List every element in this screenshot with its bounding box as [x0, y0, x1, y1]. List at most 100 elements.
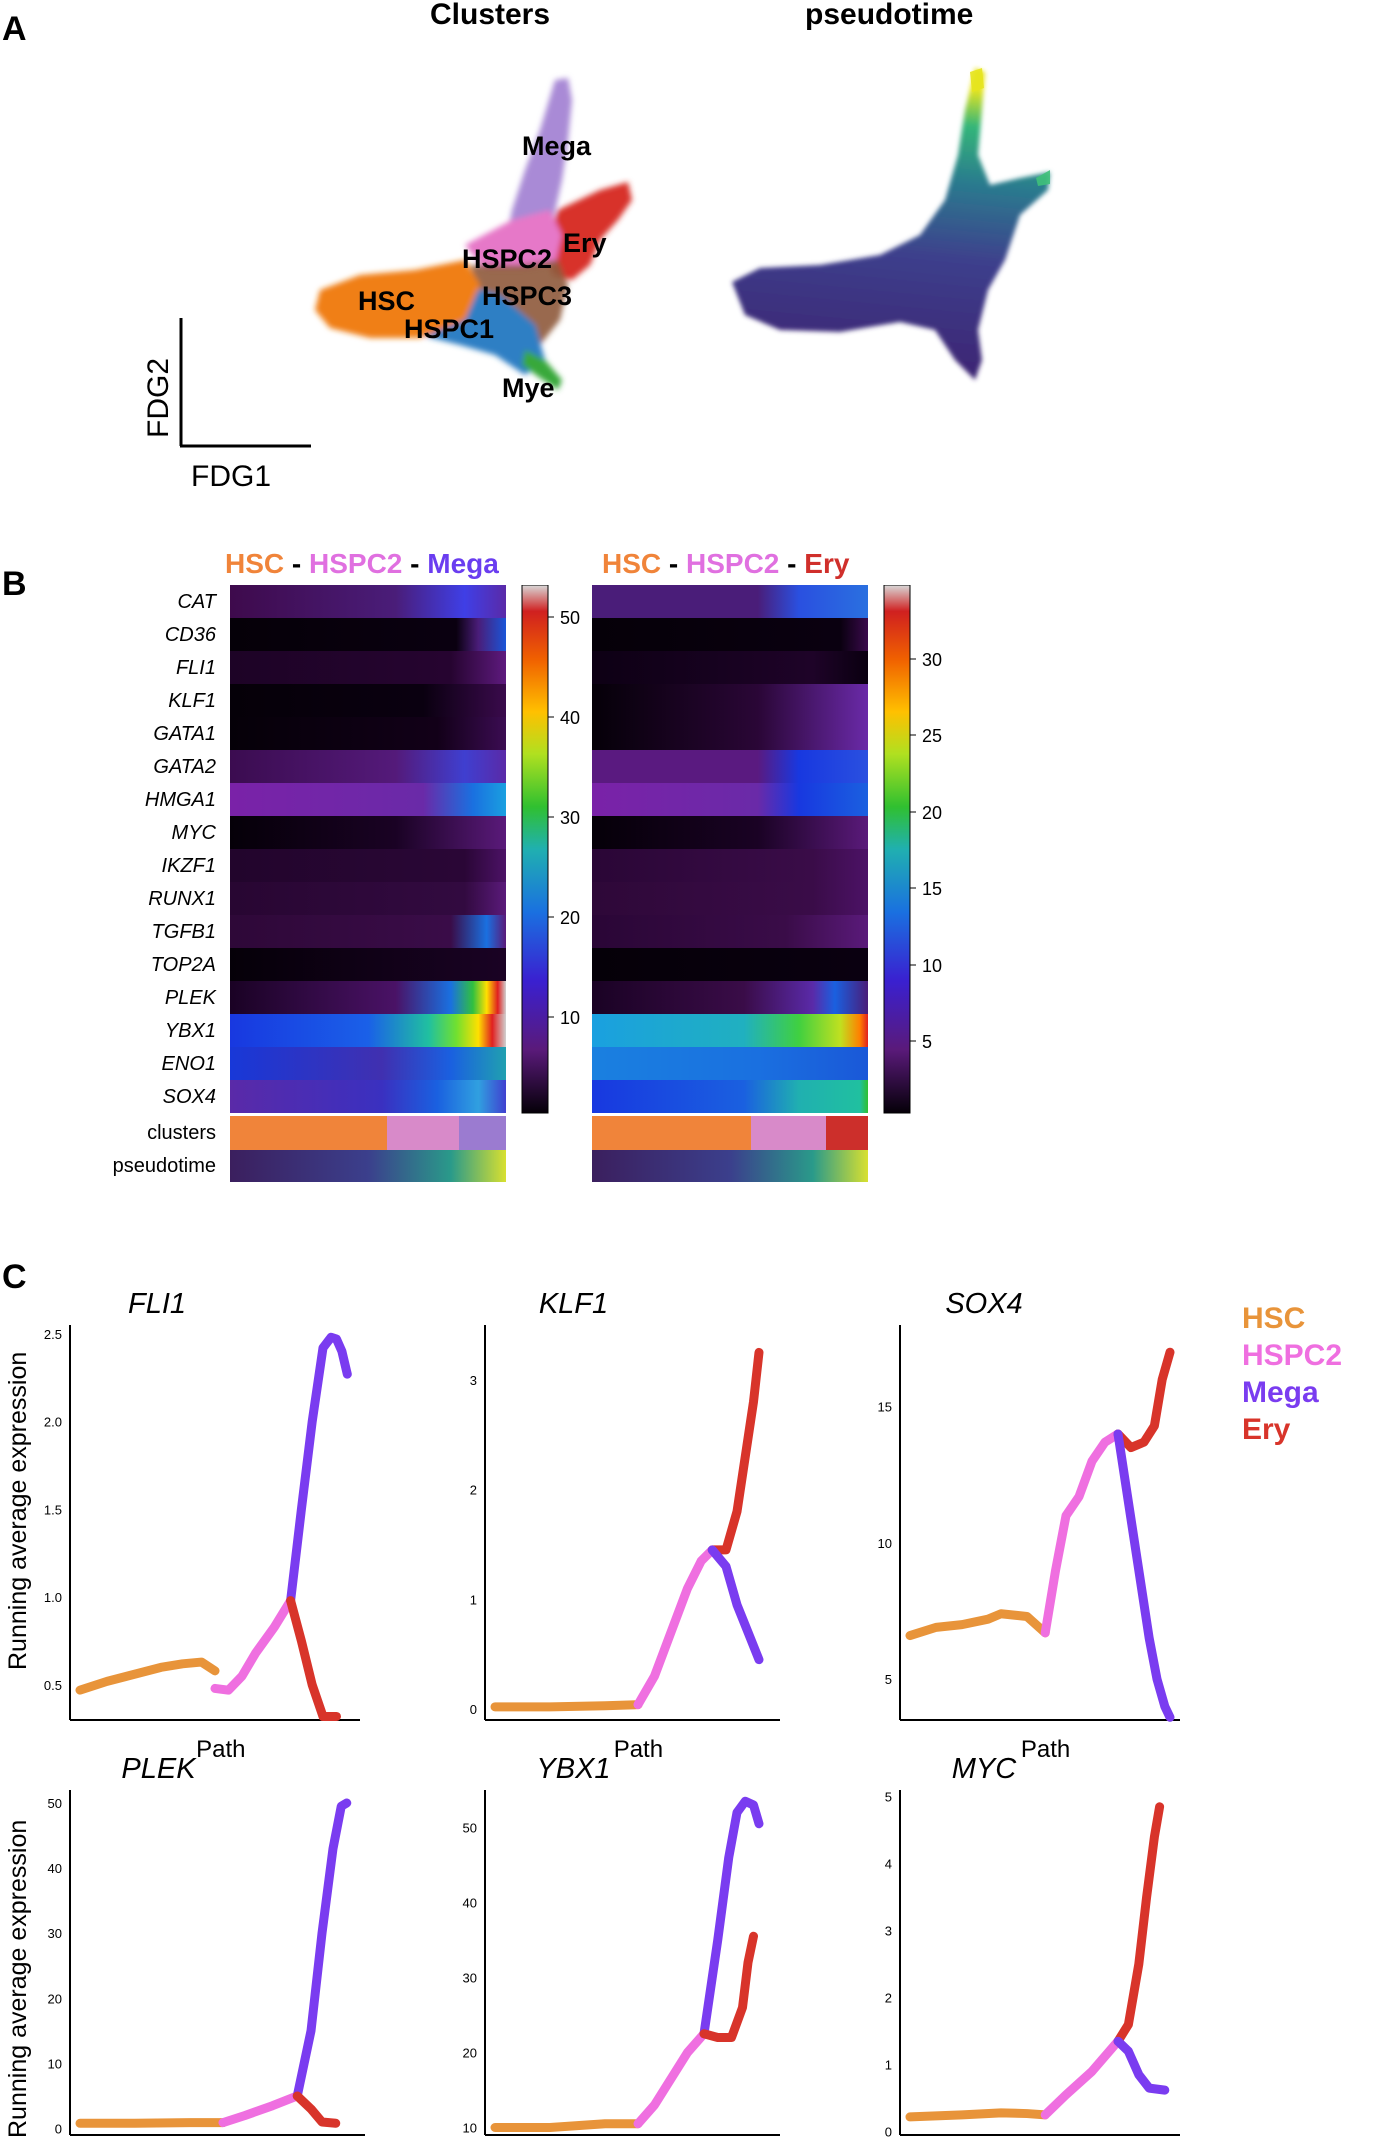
title-sep: -: [402, 548, 428, 579]
heatmap-row-cd36: [592, 618, 868, 651]
clusters-bar-hsc: [592, 1116, 751, 1150]
colorbar-tick: 25: [922, 726, 942, 746]
y-tick-label: 0.5: [44, 1678, 62, 1693]
title-sep: -: [661, 548, 687, 579]
panel-label-a: A: [2, 10, 27, 48]
series-line-hspc2: [210, 1596, 296, 1695]
heatmap-row-top2a: [592, 948, 868, 981]
cluster-label-hspc3: HSPC3: [482, 281, 572, 311]
fdg2-label: FDG2: [142, 358, 175, 438]
heatmap-left-title: HSC - HSPC2 - Mega: [225, 548, 499, 580]
clusters-bar-ery: [826, 1116, 868, 1150]
colorbar-tick: 40: [560, 708, 580, 728]
cluster-label-mye: Mye: [502, 373, 555, 403]
y-tick-label: 30: [463, 1971, 477, 1986]
series-line-mega: [292, 1798, 352, 2101]
gene-label-ikzf1: IKZF1: [161, 855, 216, 877]
y-tick-label: 20: [48, 1991, 62, 2006]
gene-label-myc: MYC: [171, 822, 216, 844]
series-line-mega: [1113, 2036, 1170, 2095]
chart-title: SOX4: [945, 1288, 1022, 1320]
heatmap-left: [230, 585, 506, 1182]
y-tick-label: 15: [878, 1400, 892, 1415]
colorbar-tick: 50: [560, 608, 580, 628]
colorbar-tick: 20: [560, 908, 580, 928]
colorbar-tick: 30: [560, 808, 580, 828]
pseudotime-tip-yellow: [970, 68, 984, 92]
gene-label-cat: CAT: [177, 591, 216, 613]
heatmap-row-cd36: [230, 618, 506, 651]
fdg1-label: FDG1: [191, 460, 271, 493]
heatmap-row-ybx1: [592, 1014, 868, 1047]
series-line-ery: [707, 1347, 764, 1555]
y-tick-label: 20: [463, 2046, 477, 2061]
colorbar-left-gradient: [521, 585, 549, 1114]
heatmap-row-ybx1: [230, 1014, 506, 1047]
line-chart-klf1: KLF1 0 1 2 3 Path: [470, 1288, 780, 1763]
colorbar-tick: 10: [560, 1008, 580, 1028]
series-line-hsc: [75, 1657, 220, 1695]
y-tick-label: 5: [885, 1790, 892, 1805]
pseudotime-cloud: [732, 68, 1050, 380]
title-sep: -: [284, 548, 310, 579]
series-line-ery: [292, 2091, 341, 2128]
series-line-hspc2: [633, 2029, 709, 2129]
y-tick-label: 4: [885, 1857, 892, 1872]
heatmap-row-sox4: [230, 1080, 506, 1113]
heatmap-row-eno1: [230, 1047, 506, 1080]
mega-cluster: [505, 78, 572, 250]
chart-title: YBX1: [536, 1753, 610, 1785]
colorbar-tick: 10: [922, 956, 942, 976]
colorbar-right-ticks: 30 25 20 15 10 5: [910, 650, 942, 1052]
heatmap-row-plek: [592, 981, 868, 1014]
heatmap-row-gata1: [592, 717, 868, 750]
heatmap-row-eno1: [592, 1047, 868, 1080]
heatmap-row-runx1: [592, 882, 868, 915]
title-hsc: HSC: [602, 548, 662, 579]
series-line-hsc: [75, 2118, 228, 2128]
y-tick-label: 0: [470, 1702, 477, 1717]
legend-hsc: HSC: [1242, 1302, 1306, 1335]
ery-cluster: [548, 182, 632, 280]
pseudotime-embedding: [732, 68, 1050, 380]
y-axis-label: Running average expression: [4, 1352, 32, 1670]
heatmap-row-fli1: [230, 651, 506, 684]
series-line-mega: [707, 1545, 764, 1665]
clusters-bar-hspc2: [387, 1116, 459, 1150]
hsc-cluster: [315, 260, 480, 338]
mye-cluster: [522, 350, 562, 390]
x-axis-label: Path: [196, 1736, 245, 1763]
heatmap-row-plek: [230, 981, 506, 1014]
row-label-clusters: clusters: [147, 1122, 216, 1144]
heatmap-row-myc: [230, 816, 506, 849]
series-line-ery: [286, 1596, 341, 1721]
line-chart-ybx1: YBX1 10 20 30 40 50: [463, 1753, 780, 2136]
series-line-ery: [1113, 1802, 1165, 2046]
y-tick-label: 40: [48, 1861, 62, 1876]
y-tick-label: 5: [885, 1672, 892, 1687]
y-tick-label: 3: [885, 1924, 892, 1939]
y-tick-label: 50: [48, 1796, 62, 1811]
heatmap-row-ikzf1: [592, 849, 868, 882]
chart-title: MYC: [952, 1753, 1018, 1785]
y-tick-label: 50: [463, 1821, 477, 1836]
cluster-label-mega: Mega: [522, 131, 592, 161]
heatmap-row-tgfb1: [230, 915, 506, 948]
heatmap-right-title: HSC - HSPC2 - Ery: [602, 548, 849, 580]
chart-title: KLF1: [539, 1288, 608, 1320]
heatmap-row-sox4: [592, 1080, 868, 1113]
heatmap-row-klf1: [230, 684, 506, 717]
y-tick-label: 1.5: [44, 1502, 62, 1517]
gene-label-tgfb1: TGFB1: [151, 921, 216, 943]
gene-label-runx1: RUNX1: [148, 888, 216, 910]
y-tick-label: 1: [885, 2058, 892, 2073]
gene-label-sox4: SOX4: [162, 1086, 216, 1108]
pseudotime-tip-green: [1036, 170, 1050, 186]
hspc2-cluster: [465, 210, 562, 270]
series-line-mega: [699, 1796, 764, 2039]
series-line-hsc: [490, 2119, 643, 2132]
gene-label-gata2: GATA2: [153, 756, 216, 778]
title-ery: Ery: [804, 548, 850, 579]
gene-label-eno1: ENO1: [161, 1053, 216, 1075]
hspc3-cluster: [470, 260, 568, 345]
